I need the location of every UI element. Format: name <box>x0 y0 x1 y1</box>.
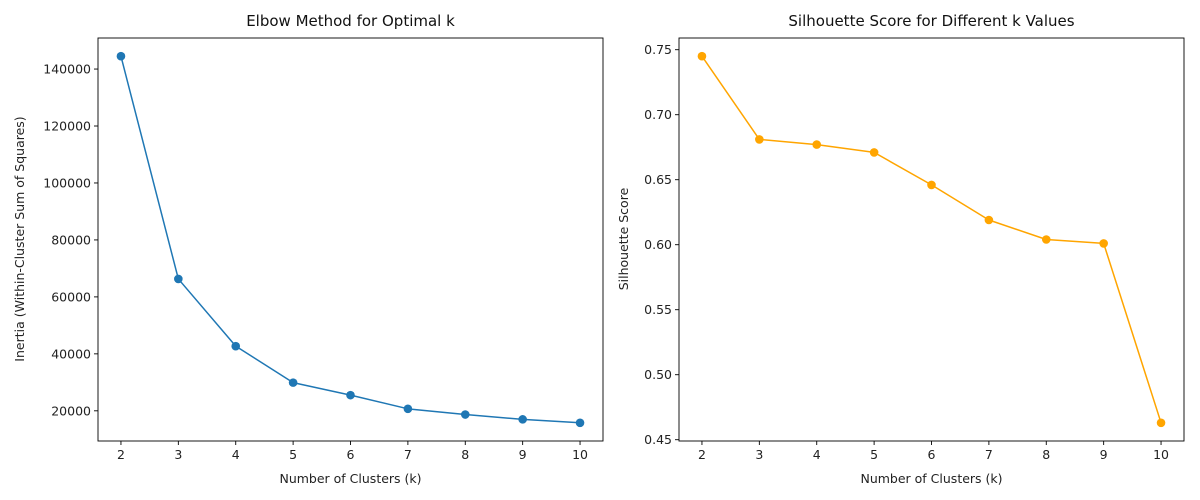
data-point <box>869 148 879 157</box>
x-tick-label: 5 <box>289 447 297 462</box>
data-point <box>755 135 764 144</box>
x-tick-label: 2 <box>698 447 706 462</box>
data-point <box>460 410 470 419</box>
data-point <box>403 404 413 414</box>
y-tick-label: 60000 <box>51 289 91 304</box>
y-tick-label: 20000 <box>51 403 91 418</box>
elbow-chart: Elbow Method for Optimal k Number of Clu… <box>12 12 604 486</box>
x-tick-label: 9 <box>519 447 527 462</box>
x-tick-label: 2 <box>117 447 125 462</box>
data-point <box>1099 239 1108 248</box>
x-tick-label: 5 <box>870 447 878 462</box>
chart-title: Silhouette Score for Different k Values <box>788 12 1074 30</box>
x-tick-label: 9 <box>1100 447 1108 462</box>
data-point <box>575 418 585 428</box>
data-point <box>927 180 936 190</box>
data-point <box>1156 418 1166 428</box>
data-point <box>812 140 822 149</box>
y-tick-label: 0.75 <box>644 42 672 57</box>
y-axis-label: Silhouette Score <box>616 187 631 290</box>
series-line <box>701 55 1162 424</box>
data-point <box>697 51 707 61</box>
x-tick-label: 3 <box>174 447 182 462</box>
y-tick-label: 40000 <box>51 346 91 361</box>
y-axis-label: Inertia (Within-Cluster Sum of Squares) <box>12 116 27 361</box>
axes-frame <box>97 37 604 442</box>
data-point <box>1041 235 1051 244</box>
data-point <box>116 51 126 61</box>
y-tick-label: 0.50 <box>644 367 672 382</box>
y-tick-label: 100000 <box>43 175 91 190</box>
x-tick-label: 10 <box>1153 447 1169 462</box>
y-tick-label: 0.55 <box>644 302 672 317</box>
chart-title: Elbow Method for Optimal k <box>246 12 455 30</box>
x-tick-label: 10 <box>572 447 588 462</box>
y-tick-label: 0.60 <box>644 237 672 252</box>
y-tick-label: 0.65 <box>644 172 672 187</box>
x-tick-label: 8 <box>461 447 469 462</box>
data-point <box>984 215 994 225</box>
x-tick-label: 8 <box>1042 447 1050 462</box>
y-tick-label: 0.70 <box>644 107 672 122</box>
x-tick-label: 3 <box>755 447 763 462</box>
data-point <box>346 390 355 400</box>
x-axis-label: Number of Clusters (k) <box>279 471 421 486</box>
silhouette-chart: Silhouette Score for Different k Values … <box>616 12 1185 486</box>
y-tick-label: 0.45 <box>644 432 672 447</box>
data-point <box>288 378 298 387</box>
x-tick-label: 4 <box>813 447 821 462</box>
x-tick-label: 4 <box>232 447 240 462</box>
axes-frame <box>678 37 1185 442</box>
data-point <box>174 274 183 284</box>
y-tick-label: 80000 <box>51 232 91 247</box>
y-tick-label: 120000 <box>43 119 91 134</box>
x-tick-label: 7 <box>404 447 412 462</box>
x-tick-label: 6 <box>347 447 355 462</box>
y-tick-label: 140000 <box>43 62 91 77</box>
data-point <box>231 341 241 351</box>
x-axis-label: Number of Clusters (k) <box>860 471 1002 486</box>
x-tick-label: 7 <box>985 447 993 462</box>
data-point <box>518 415 527 424</box>
series-line <box>120 56 581 424</box>
x-tick-label: 6 <box>928 447 936 462</box>
